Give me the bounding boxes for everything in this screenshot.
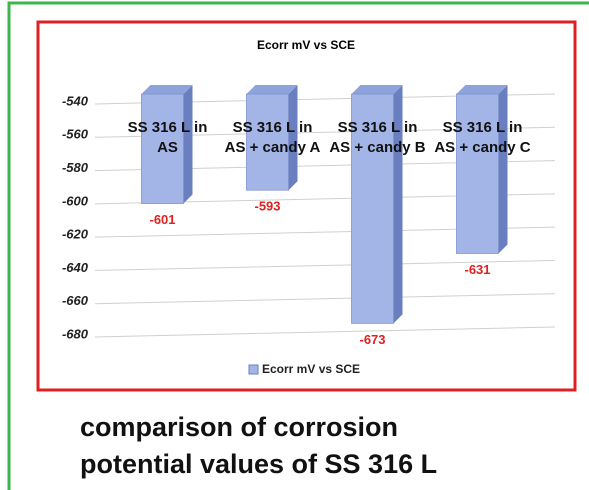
- bar: [246, 93, 289, 191]
- bar: [456, 93, 499, 254]
- category-label: SS 316 L in AS + candy A: [224, 119, 321, 156]
- chart-title: Ecorr mV vs SCE: [257, 38, 355, 52]
- data-label: -673: [359, 332, 385, 347]
- category-label: SS 316 L in AS + candy B: [329, 119, 426, 156]
- bar-side: [498, 85, 508, 254]
- category-label: SS 316 L in AS + candy C: [434, 119, 531, 156]
- legend-label: Ecorr mV vs SCE: [262, 362, 360, 376]
- caption: comparison of corrosion: [80, 412, 399, 442]
- y-tick-label: -640: [62, 260, 89, 275]
- y-tick-label: -660: [62, 293, 89, 308]
- bar: [351, 93, 394, 324]
- caption: potential values of SS 316 L: [80, 449, 438, 479]
- grid-line: [94, 259, 556, 271]
- chart-frame: [36, 20, 577, 392]
- bar-top: [141, 85, 193, 94]
- outer-frame: [7, 1, 589, 490]
- y-tick-label: -560: [62, 127, 89, 142]
- bar-side: [183, 85, 193, 204]
- bar-side: [288, 85, 298, 191]
- bar-side: [393, 85, 403, 324]
- y-tick-label: -680: [62, 326, 89, 341]
- category-label: SS 316 L in AS: [127, 119, 208, 156]
- data-label: -631: [464, 262, 490, 277]
- data-label: -601: [149, 212, 175, 227]
- y-tick-label: -540: [62, 93, 89, 108]
- bar: [141, 93, 184, 204]
- legend-swatch: [248, 364, 259, 375]
- data-label: -593: [254, 199, 280, 214]
- grid-line: [94, 326, 556, 338]
- bar-top: [456, 85, 508, 94]
- bar-top: [246, 85, 298, 94]
- bar-top: [351, 85, 403, 94]
- y-tick-label: -620: [62, 227, 89, 242]
- y-tick-label: -600: [62, 193, 89, 208]
- grid-line: [94, 293, 556, 305]
- y-tick-label: -580: [62, 160, 89, 175]
